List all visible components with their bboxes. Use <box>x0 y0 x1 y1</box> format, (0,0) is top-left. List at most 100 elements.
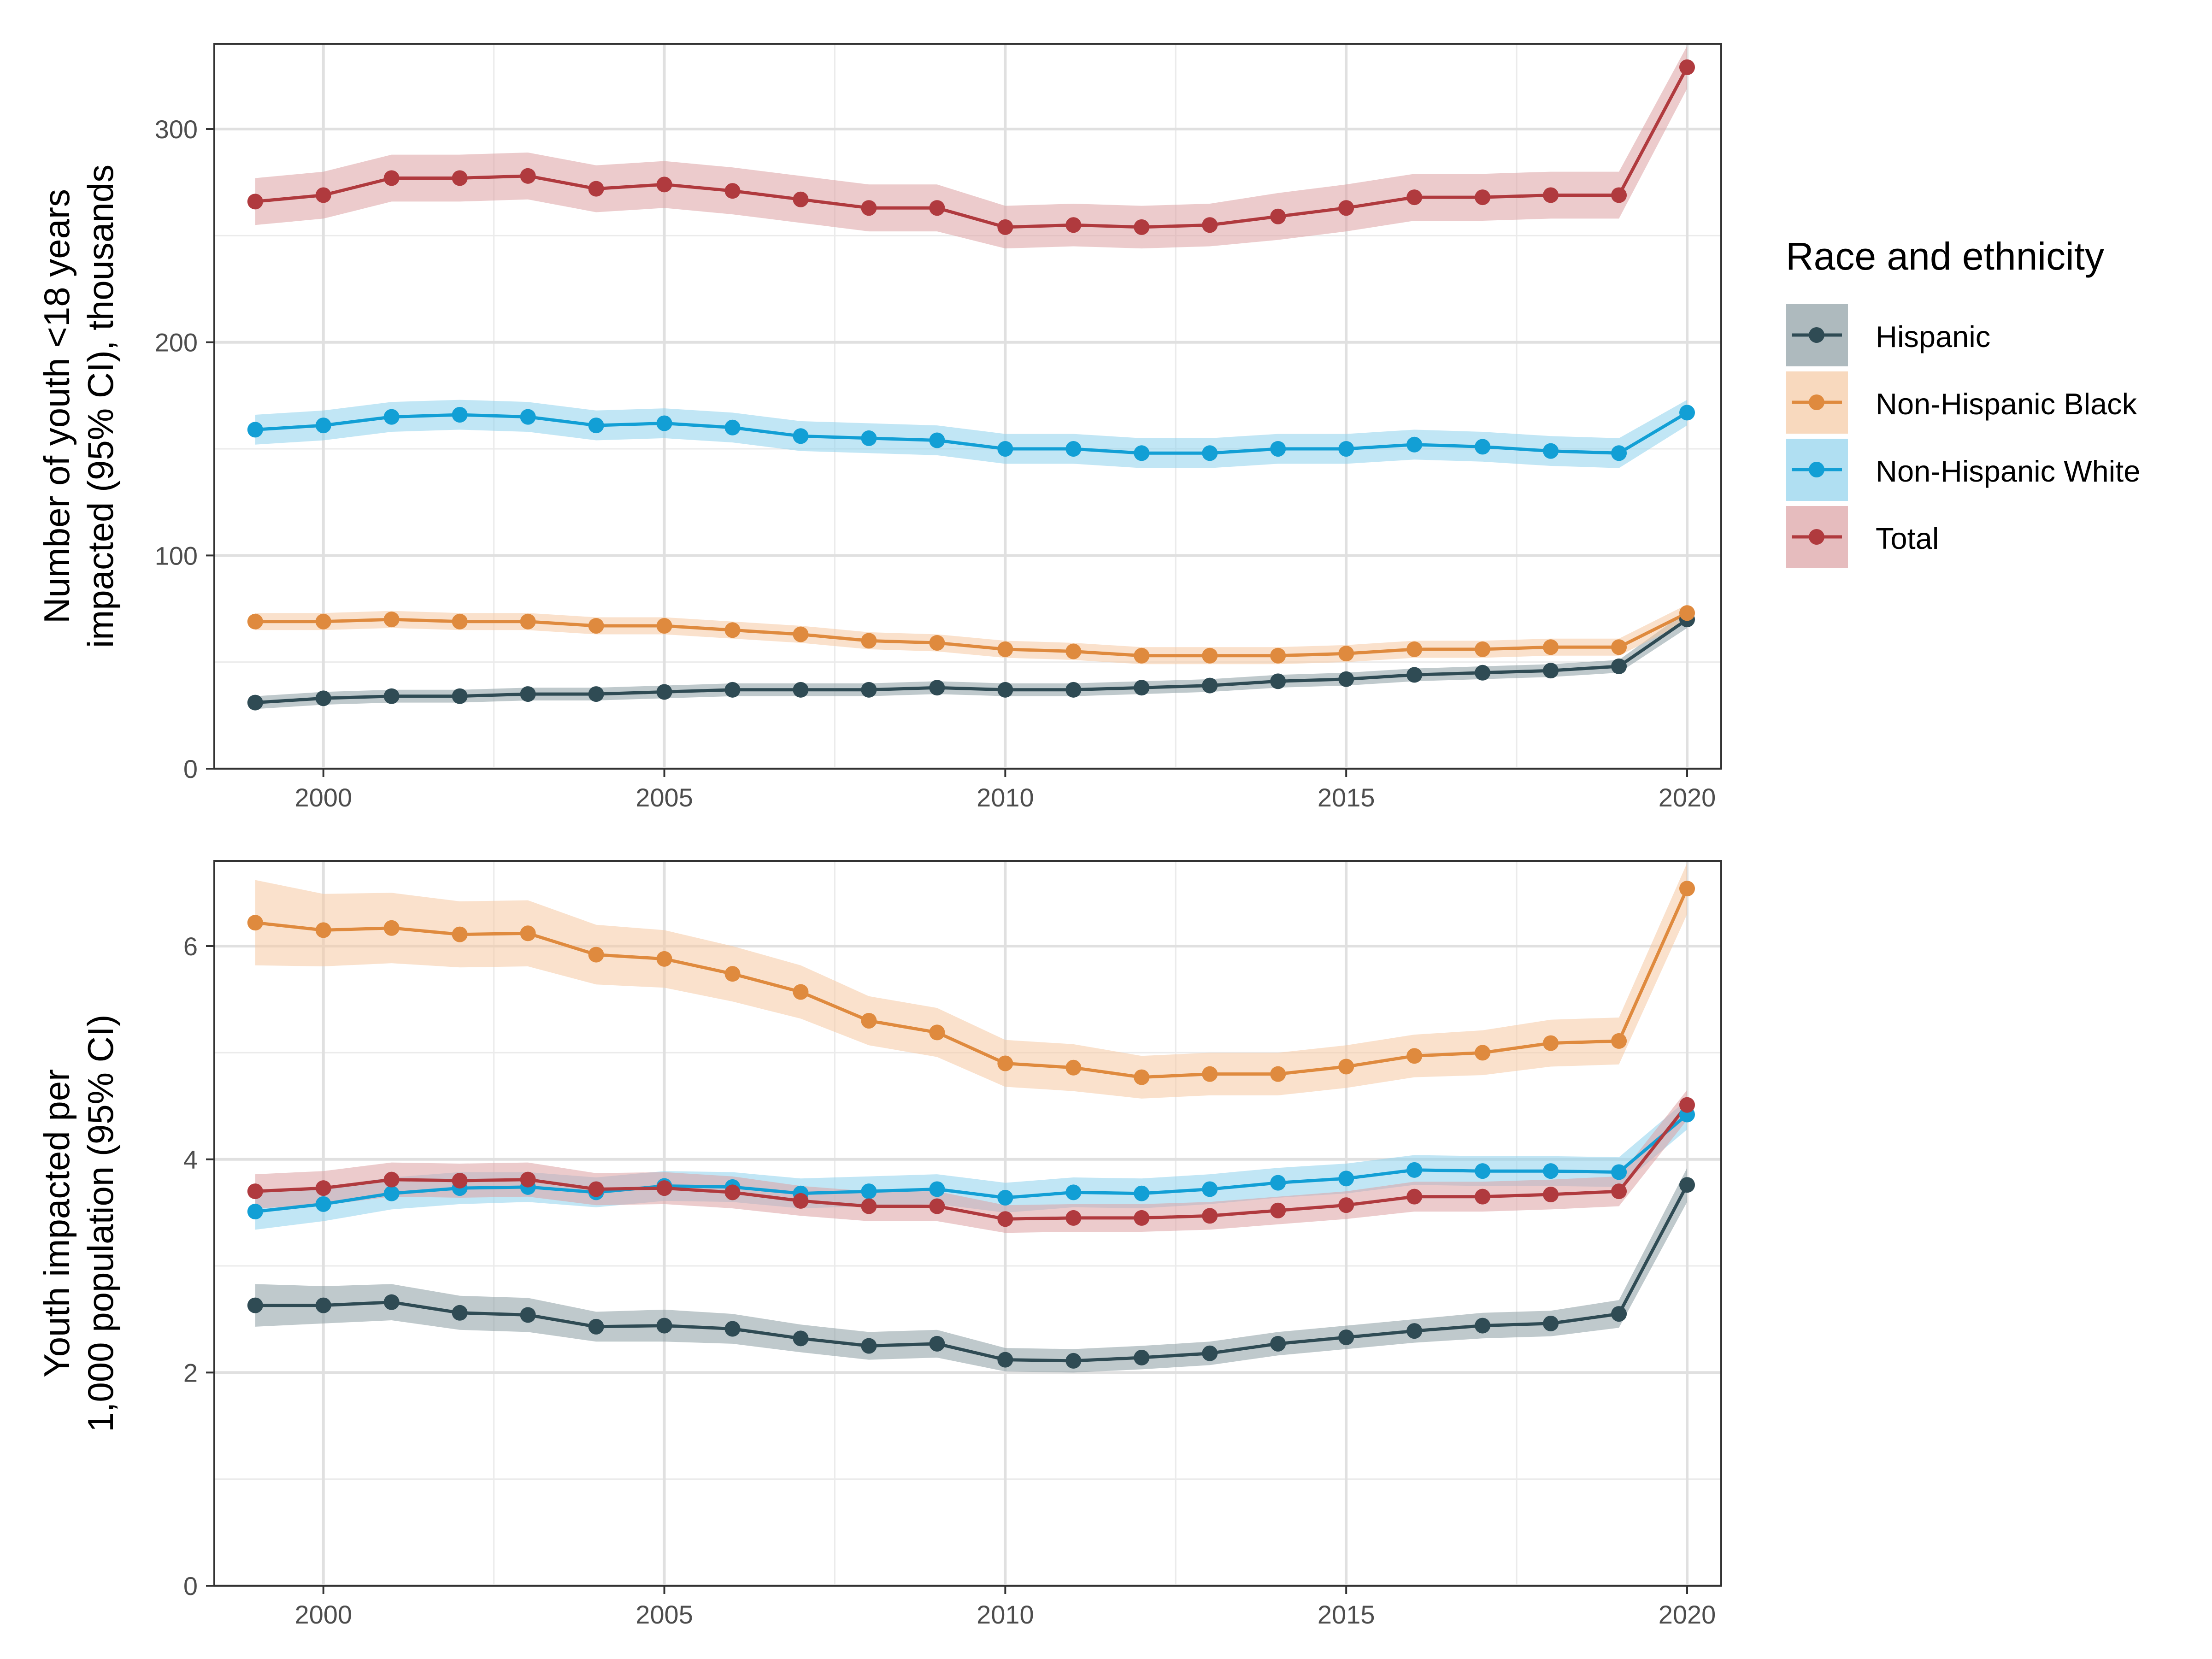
data-point-hispanic <box>383 1294 400 1310</box>
data-point-non-hispanic-white <box>1134 1185 1150 1201</box>
data-point-non-hispanic-white <box>724 419 741 435</box>
legend-title: Race and ethnicity <box>1786 235 2104 278</box>
bottom-x-tick-labels: 2000 2005 2010 2015 2020 <box>294 1600 1716 1629</box>
data-point-non-hispanic-black <box>1406 641 1423 657</box>
data-point-non-hispanic-black <box>724 966 741 982</box>
ci-band-total <box>255 46 1687 249</box>
data-point-total <box>1475 1188 1491 1205</box>
data-point-non-hispanic-black <box>247 915 263 931</box>
legend-key-point-non-hispanic-black <box>1809 394 1824 410</box>
data-point-non-hispanic-black <box>1270 647 1286 664</box>
data-point-hispanic <box>1406 1323 1423 1339</box>
bottom-x-tick-label: 2020 <box>1659 1600 1716 1629</box>
top-panel-border <box>213 43 1722 770</box>
ci-band-non-hispanic-black <box>255 863 1687 1099</box>
data-point-non-hispanic-black <box>1475 641 1491 657</box>
legend-keys <box>1786 304 1848 568</box>
data-point-hispanic <box>724 682 741 698</box>
data-point-hispanic <box>724 1321 741 1337</box>
data-point-hispanic <box>1475 1318 1491 1334</box>
bottom-x-tick-label: 2000 <box>294 1600 352 1629</box>
bottom-y-tick-label: 2 <box>183 1358 198 1387</box>
data-point-total <box>315 1180 331 1196</box>
data-point-non-hispanic-white <box>1338 441 1354 457</box>
series-line-non-hispanic-black <box>255 612 1688 658</box>
data-point-hispanic <box>1202 1345 1218 1361</box>
data-point-non-hispanic-black <box>724 622 741 638</box>
data-point-total <box>1202 217 1218 233</box>
data-point-non-hispanic-white <box>1475 439 1491 455</box>
data-point-non-hispanic-white <box>1338 1171 1354 1187</box>
data-point-hispanic <box>861 1338 877 1354</box>
data-point-non-hispanic-black <box>1679 881 1695 897</box>
data-point-non-hispanic-black <box>383 612 400 628</box>
data-point-hispanic <box>1270 1335 1286 1352</box>
bottom-series-points <box>247 881 1695 1369</box>
legend-label-total: Total <box>1876 522 1939 555</box>
data-point-non-hispanic-white <box>861 1183 877 1200</box>
top-y-tick-labels: 0 100 200 300 <box>155 115 198 783</box>
data-point-non-hispanic-white <box>1679 405 1695 421</box>
top-panel: 2000 2005 2010 2015 2020 0 100 200 300 N… <box>36 43 1722 812</box>
data-point-non-hispanic-white <box>656 415 672 431</box>
data-point-hispanic <box>315 690 331 706</box>
bottom-x-tick-label: 2005 <box>635 1600 693 1629</box>
data-point-non-hispanic-white <box>1202 1181 1218 1197</box>
data-point-non-hispanic-black <box>588 618 604 634</box>
data-point-hispanic <box>520 1307 536 1323</box>
data-point-non-hispanic-white <box>1202 445 1218 461</box>
data-point-non-hispanic-white <box>1065 1184 1082 1200</box>
top-x-tick-label: 2015 <box>1318 783 1375 812</box>
legend-key-point-hispanic <box>1809 327 1824 343</box>
data-point-total <box>1475 189 1491 206</box>
data-point-non-hispanic-black <box>1065 1059 1082 1076</box>
data-point-total <box>929 1198 945 1214</box>
series-line-non-hispanic-black <box>255 888 1689 1079</box>
data-point-non-hispanic-white <box>1406 436 1423 453</box>
data-point-non-hispanic-black <box>1134 647 1150 664</box>
data-point-total <box>520 168 536 184</box>
data-point-non-hispanic-black <box>520 613 536 629</box>
data-point-non-hispanic-black <box>656 618 672 634</box>
data-point-total <box>656 176 672 193</box>
data-point-total <box>1406 1188 1423 1205</box>
data-point-hispanic <box>247 694 263 711</box>
data-point-total <box>997 219 1013 235</box>
data-point-hispanic <box>929 680 945 696</box>
data-point-hispanic <box>997 1352 1013 1368</box>
top-y-axis-title-line1: Number of youth <18 years <box>36 189 77 624</box>
data-point-hispanic <box>1679 1177 1695 1193</box>
bottom-series-lines <box>255 888 1689 1363</box>
data-point-hispanic <box>383 688 400 704</box>
data-point-non-hispanic-black <box>793 626 809 642</box>
data-point-non-hispanic-black <box>929 1024 945 1041</box>
data-point-total <box>383 1171 400 1188</box>
data-point-non-hispanic-white <box>520 409 536 425</box>
top-axis-ticks <box>206 128 1688 777</box>
data-point-hispanic <box>588 686 604 702</box>
data-point-non-hispanic-black <box>1202 647 1218 664</box>
data-point-hispanic <box>1475 665 1491 681</box>
data-point-non-hispanic-white <box>1475 1163 1491 1179</box>
data-point-hispanic <box>1134 680 1150 696</box>
data-point-total <box>1338 200 1354 216</box>
data-point-total <box>1611 1183 1627 1200</box>
top-series-points <box>247 59 1695 711</box>
data-point-non-hispanic-black <box>1270 1066 1286 1082</box>
top-y-tick-label: 300 <box>155 115 198 144</box>
data-point-hispanic <box>588 1318 604 1335</box>
data-point-hispanic <box>1611 658 1627 674</box>
ci-band-non-hispanic-white <box>255 400 1687 468</box>
data-point-non-hispanic-white <box>929 432 945 448</box>
data-point-total <box>1406 189 1423 206</box>
data-point-total <box>929 200 945 216</box>
data-point-non-hispanic-white <box>383 409 400 425</box>
bottom-panel: 2000 2005 2010 2015 2020 0 2 4 6 Youth i… <box>36 860 1722 1629</box>
bottom-x-tick-label: 2010 <box>977 1600 1034 1629</box>
data-point-total <box>793 1193 809 1209</box>
data-point-non-hispanic-black <box>997 1055 1013 1071</box>
data-point-total <box>793 191 809 207</box>
data-point-total <box>724 1184 741 1200</box>
data-point-hispanic <box>997 682 1013 698</box>
data-point-hispanic <box>1406 667 1423 683</box>
